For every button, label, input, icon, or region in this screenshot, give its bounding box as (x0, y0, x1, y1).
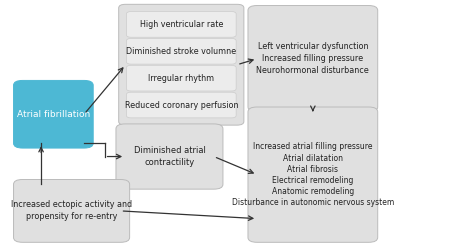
FancyBboxPatch shape (116, 124, 223, 189)
FancyBboxPatch shape (127, 38, 236, 64)
Text: Reduced coronary perfusion: Reduced coronary perfusion (125, 101, 238, 110)
FancyBboxPatch shape (118, 4, 244, 125)
FancyBboxPatch shape (14, 180, 129, 242)
FancyBboxPatch shape (127, 65, 236, 91)
Text: Increased atrial filling pressure
Atrial dilatation
Atrial fibrosis
Electrical r: Increased atrial filling pressure Atrial… (232, 142, 394, 207)
Text: Diminished stroke volumne: Diminished stroke volumne (126, 47, 237, 56)
FancyBboxPatch shape (127, 12, 236, 37)
FancyBboxPatch shape (248, 6, 378, 112)
FancyBboxPatch shape (127, 92, 236, 118)
Text: High ventricular rate: High ventricular rate (140, 20, 223, 29)
Text: Left ventricular dysfunction
Increased filling pressure
Neurohormonal disturbanc: Left ventricular dysfunction Increased f… (256, 42, 369, 75)
Text: Increased ectopic activity and
propensity for re-entry: Increased ectopic activity and propensit… (11, 200, 132, 221)
Text: Irregular rhythm: Irregular rhythm (148, 74, 214, 83)
FancyBboxPatch shape (248, 107, 378, 242)
FancyBboxPatch shape (14, 80, 93, 148)
Text: Atrial fibrillation: Atrial fibrillation (17, 110, 90, 119)
Text: Diminished atrial
contractility: Diminished atrial contractility (134, 146, 205, 167)
